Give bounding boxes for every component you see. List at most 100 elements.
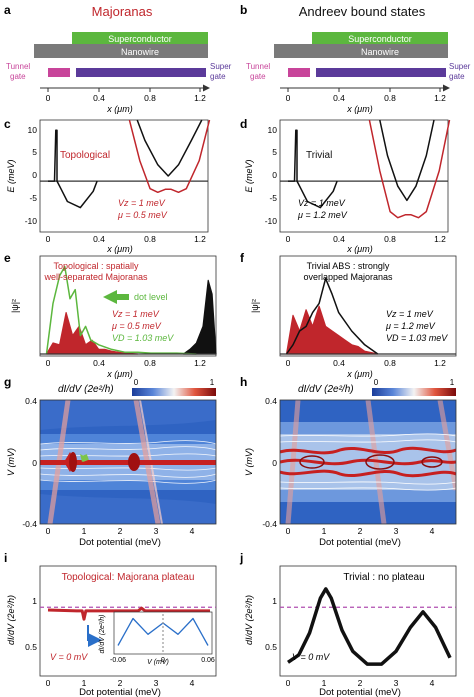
tunnel-gate-label-2: gate [250,72,266,81]
x-ticks: 0 0.4 0.8 1.2 [46,234,207,244]
panel-letter: g [4,375,11,389]
panel-i: i Topological: Majorana plateau dI/dV (2… [4,551,217,697]
phase-label-1: Trivial ABS : strongly [307,261,390,271]
plot-area [280,119,451,219]
plot-frame [39,565,217,677]
heatmap [280,400,456,524]
plot-frame [279,565,457,677]
plot-frame [39,255,217,357]
panel-a: a Majoranas Superconductor Nanowire Tunn… [4,3,232,114]
tick-label: 0 [286,526,291,536]
tunnel-gate-label-1: Tunnel [6,62,30,71]
voltage-label: V = 0 mV [50,652,88,662]
conductance-line [287,587,452,666]
colorbar-label: dI/dV (2e²/h) [298,384,354,395]
phase-label-1: Topological : spatially [53,261,139,271]
tick-label: 0.4 [25,396,37,406]
nanowire-bar [34,44,208,58]
phase-label-2: overlapped Majoranas [303,272,393,282]
tick-label: 0 [286,678,291,688]
plot-frame [279,255,457,357]
inset-arrow-icon [87,625,102,647]
tick-label: 0 [46,93,51,103]
x-axis-label: x (μm) [346,244,372,254]
inset-y-axis-label: dI/dV (2e²/h) [99,615,106,654]
x-axis-label: x (μm) [106,244,132,254]
y-ticks: 10 5 0 -5 -10 [25,125,38,226]
plot-frame [39,119,209,233]
series-line [48,129,98,209]
param-mu: μ = 0.5 meV [111,321,162,331]
nanowire-bar [274,44,448,58]
tick-label: 1 [322,678,327,688]
tick-label: 0.5 [265,642,277,652]
panel-letter: b [240,3,247,17]
tick-label: 5 [272,147,277,157]
tick-label: 0.4 [333,358,345,368]
tick-label: 10 [268,125,278,135]
tunnel-gate-label-1: Tunnel [246,62,270,71]
tick-label: 1 [82,526,87,536]
tick-label: 1.2 [194,358,206,368]
colorbar-max: 1 [450,378,455,387]
nanowire-label: Nanowire [361,47,399,57]
panel-b: b Andreev bound states Superconductor Na… [240,3,471,114]
panel-letter: c [4,117,11,131]
super-gate-label-2: gate [210,72,226,81]
y-ticks: 10 5 0 -5 -10 [265,125,278,226]
tick-label: 0.4 [93,358,105,368]
tick-label: 1 [82,678,87,688]
plot-area [280,277,456,355]
tick-label: 0.8 [384,358,396,368]
tick-label: 2 [358,678,363,688]
colorbar [132,388,216,396]
x-ticks: 0 0.4 0.8 1.2 [286,88,446,103]
x-ticks: 0 0.4 0.8 1.2 [286,358,447,368]
y-ticks: 1 0.5 [265,596,277,652]
dot-level-arrow-stem [117,294,129,300]
x-ticks: 0 0.4 0.8 1.2 [286,234,447,244]
tick-label: 2 [358,526,363,536]
inset-x-axis-label: V (mV) [147,659,169,666]
x-axis-label: x (μm) [106,369,132,379]
param-vz: Vz = 1 meV [112,309,160,319]
conductance-line [47,606,210,621]
x-axis-label: Dot potential (meV) [319,537,401,548]
y-ticks: 0.4 0 -0.4 [22,396,37,529]
dot-level-line [45,265,197,355]
panel-title: Majoranas [92,4,153,19]
panel-letter: f [240,251,245,265]
plot-area [40,119,211,209]
phase-label: Trivial [306,150,332,161]
tick-label: 0 [286,93,291,103]
tick-label: 0 [32,458,37,468]
param-mu: μ = 1.2 meV [385,321,436,331]
tick-label: 0 [46,678,51,688]
tick-label: 0.8 [144,234,156,244]
tick-label: 0 [46,526,51,536]
tick-label: 3 [154,678,159,688]
y-axis-label: E (meV) [6,159,16,192]
series-line [368,119,451,219]
x-ticks: 0 1 2 3 4 [46,678,195,688]
plot-title: Trivial : no plateau [343,572,424,583]
tick-label: 1.2 [434,358,446,368]
tick-label: -5 [29,193,37,203]
tick-label: 0.4 [333,93,345,103]
right-majorana-area [182,279,217,355]
tick-label: 10 [28,125,38,135]
tick-label: -0.4 [22,519,37,529]
tick-label: 1 [322,526,327,536]
tick-label: 1.2 [194,93,206,103]
inset-x-ticks: -0.06 0 0.06 [110,657,215,664]
plot-frame [279,119,449,233]
colorbar-min: 0 [134,378,139,387]
tick-label: 0 [32,170,37,180]
tick-label: 0.8 [144,93,156,103]
tick-label: 2 [118,678,123,688]
x-axis-label: Dot potential (meV) [319,687,401,697]
param-mu: μ = 0.5 meV [117,210,168,220]
tick-label: 0.5 [25,642,37,652]
y-axis-label: E (meV) [244,159,254,192]
